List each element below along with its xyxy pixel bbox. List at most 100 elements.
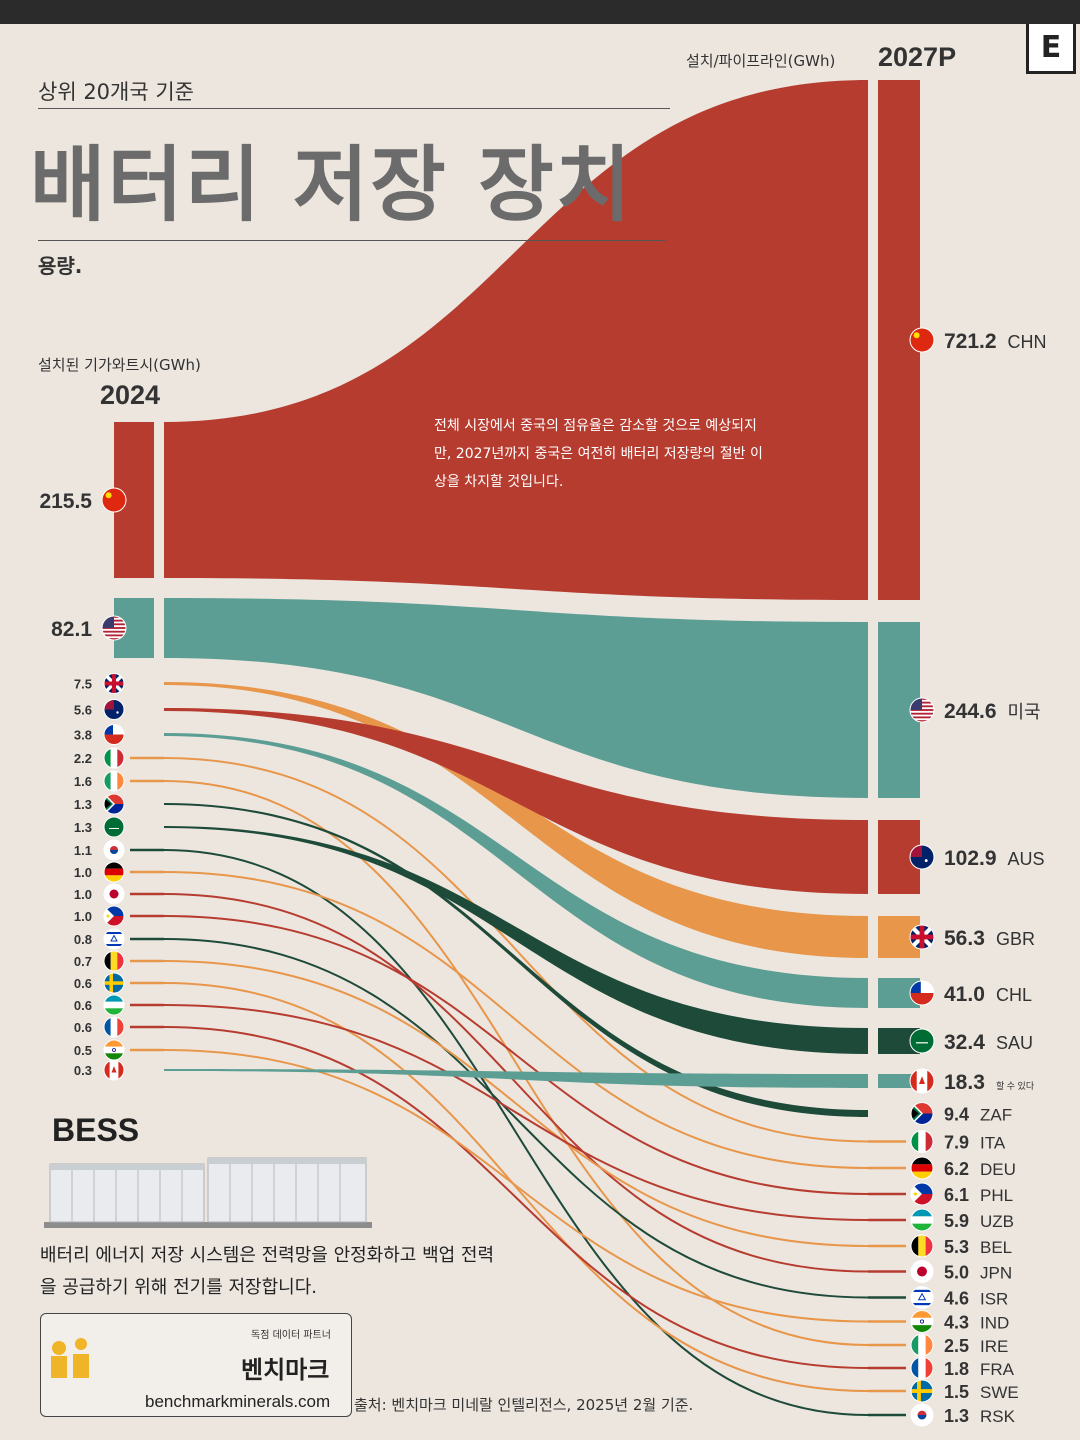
right-code: 미국 — [1008, 702, 1041, 722]
left-value: 0.8 — [74, 932, 92, 947]
china-flag-icon — [910, 328, 934, 352]
flow-ind — [163, 1049, 869, 1323]
korea-flag-icon — [911, 1404, 933, 1426]
partner-box[interactable]: 독점 데이터 파트너 벤치마크 benchmarkminerals.com — [40, 1313, 352, 1417]
flow-jpn — [163, 893, 869, 1273]
chile-flag-icon — [104, 724, 124, 745]
saudi-flag-icon — [910, 1029, 934, 1053]
south-africa-flag-icon — [911, 1102, 933, 1125]
south-africa-flag-icon — [104, 794, 124, 814]
flow-할 수 있다 — [164, 1069, 868, 1088]
right-value: 1.3 — [944, 1406, 969, 1426]
france-flag-icon — [911, 1357, 933, 1379]
left-value: 1.0 — [74, 909, 92, 924]
left-value: 0.6 — [74, 1020, 92, 1035]
canada-flag-icon — [104, 1060, 124, 1080]
left-value: 1.0 — [74, 865, 92, 880]
left-value: 7.5 — [74, 677, 92, 692]
right-value: 41.0 — [944, 983, 985, 1006]
right-code: IRE — [980, 1337, 1008, 1356]
right-value: 721.2 — [944, 330, 997, 353]
flow-fra — [163, 1026, 869, 1369]
top-bar — [0, 0, 1080, 24]
left-value: 1.1 — [74, 843, 92, 858]
right-code: FRA — [980, 1360, 1015, 1379]
right-code: GBR — [996, 929, 1035, 949]
right-value: 6.2 — [944, 1159, 969, 1179]
philippines-flag-icon — [911, 1183, 933, 1205]
divider — [38, 108, 670, 109]
flow-chn — [164, 80, 868, 600]
source-note: 출처: 벤치마크 미네랄 인텔리전스, 2025년 2월 기준. — [354, 1396, 694, 1414]
right-code: IND — [980, 1314, 1009, 1333]
right-value: 5.0 — [944, 1263, 969, 1283]
node-labels: 215.5 721.2 CHN 82.1 244.6 미국 7.5 56.3 GBR 5.6 102… — [39, 327, 1047, 1427]
right-code: AUS — [1008, 849, 1045, 869]
right-code: ISR — [980, 1290, 1008, 1309]
germany-flag-icon — [104, 862, 124, 882]
italy-flag-icon — [104, 748, 124, 768]
right-value: 4.6 — [944, 1289, 969, 1309]
left-value: 82.1 — [51, 618, 92, 641]
right-code: ITA — [980, 1134, 1006, 1153]
india-flag-icon — [911, 1310, 933, 1333]
left-value: 0.6 — [74, 998, 92, 1013]
right-code: SWE — [980, 1383, 1019, 1402]
china-annotation: 전체 시장에서 중국의 점유율은 감소할 것으로 예상되지만, 2027년까지 … — [434, 418, 763, 490]
right-bar-할 수 있다 — [878, 1074, 920, 1088]
belgium-flag-icon — [104, 951, 124, 971]
australia-flag-icon — [104, 699, 124, 720]
flow-rsk — [163, 849, 869, 1416]
right-code: UZB — [980, 1212, 1014, 1231]
right-axis-label: 설치/파이프라인(GWh) — [686, 52, 836, 70]
right-value: 4.3 — [944, 1313, 969, 1333]
node-bars — [114, 80, 920, 1088]
japan-flag-icon — [104, 884, 124, 904]
left-value: 3.8 — [74, 728, 92, 743]
flow-deu — [163, 871, 869, 1169]
uzbekistan-flag-icon — [104, 995, 124, 1015]
publisher-logo: E — [1026, 24, 1076, 74]
partner-url[interactable]: benchmarkminerals.com — [145, 1392, 331, 1411]
divider — [38, 240, 666, 241]
sweden-flag-icon — [104, 973, 124, 993]
left-value: 0.6 — [74, 976, 92, 991]
france-flag-icon — [104, 1017, 124, 1037]
left-value: 215.5 — [39, 490, 92, 513]
left-value: 1.3 — [74, 820, 92, 835]
right-value: 102.9 — [944, 847, 997, 870]
right-value: 1.5 — [944, 1382, 969, 1402]
right-value: 244.6 — [944, 700, 997, 723]
flow-phl — [163, 915, 869, 1195]
left-value: 0.7 — [74, 954, 92, 969]
right-value: 9.4 — [944, 1105, 969, 1125]
uk-flag-icon — [104, 673, 124, 694]
right-value: 5.9 — [944, 1211, 969, 1231]
right-value: 7.9 — [944, 1133, 969, 1153]
flow-bel — [163, 960, 869, 1247]
right-value: 2.5 — [944, 1336, 969, 1356]
right-value: 32.4 — [944, 1031, 985, 1054]
right-code: 할 수 있다 — [996, 1080, 1035, 1091]
left-year: 2024 — [100, 380, 161, 410]
sweden-flag-icon — [911, 1380, 933, 1402]
bess-container-image — [44, 1157, 372, 1228]
flow-isr — [163, 938, 869, 1299]
title-suffix: 용량. — [38, 254, 83, 278]
ireland-flag-icon — [911, 1334, 933, 1356]
flow-sau — [164, 826, 868, 1054]
flow-zaf — [164, 803, 868, 1117]
philippines-flag-icon — [104, 906, 124, 926]
left-value: 5.6 — [74, 703, 92, 718]
china-flag-icon — [102, 488, 126, 512]
right-value: 18.3 — [944, 1071, 985, 1094]
page-title: 배터리 저장 장치 — [30, 138, 634, 233]
right-year: 2027P — [878, 42, 957, 72]
partner-name: 벤치마크 — [241, 1356, 330, 1384]
ireland-flag-icon — [104, 771, 124, 791]
flow-gbr — [164, 682, 868, 958]
flow-ire — [163, 780, 869, 1346]
uzbekistan-flag-icon — [911, 1209, 933, 1231]
italy-flag-icon — [911, 1130, 933, 1153]
